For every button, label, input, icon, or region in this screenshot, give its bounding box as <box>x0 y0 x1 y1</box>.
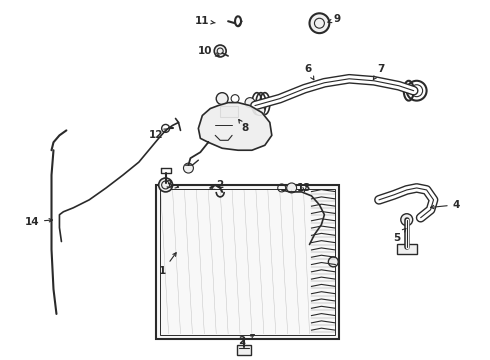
Circle shape <box>245 98 255 108</box>
Text: 11: 11 <box>195 16 215 26</box>
Circle shape <box>216 93 228 105</box>
Text: 12: 12 <box>148 129 168 140</box>
Bar <box>160 189 335 335</box>
Circle shape <box>287 183 296 193</box>
Circle shape <box>328 257 338 267</box>
Text: 1: 1 <box>159 253 176 276</box>
Text: 14: 14 <box>24 217 52 227</box>
Bar <box>156 185 339 339</box>
Bar <box>237 345 251 355</box>
Text: 2: 2 <box>239 334 254 346</box>
Text: 4: 4 <box>431 200 460 210</box>
Text: 7: 7 <box>373 64 385 80</box>
Bar <box>220 105 238 117</box>
Circle shape <box>214 45 226 57</box>
Text: 6: 6 <box>304 64 314 80</box>
Text: 8: 8 <box>239 120 248 134</box>
Circle shape <box>255 105 265 116</box>
Polygon shape <box>198 103 272 150</box>
Text: 10: 10 <box>198 46 219 56</box>
Text: 9: 9 <box>328 14 341 24</box>
Circle shape <box>401 214 413 226</box>
Bar <box>397 244 416 255</box>
Text: 5: 5 <box>393 229 406 243</box>
Circle shape <box>183 163 194 173</box>
Circle shape <box>159 178 172 192</box>
Circle shape <box>310 13 329 33</box>
Text: 3: 3 <box>165 180 178 190</box>
Text: 13: 13 <box>297 183 312 193</box>
Text: 2: 2 <box>211 180 224 190</box>
